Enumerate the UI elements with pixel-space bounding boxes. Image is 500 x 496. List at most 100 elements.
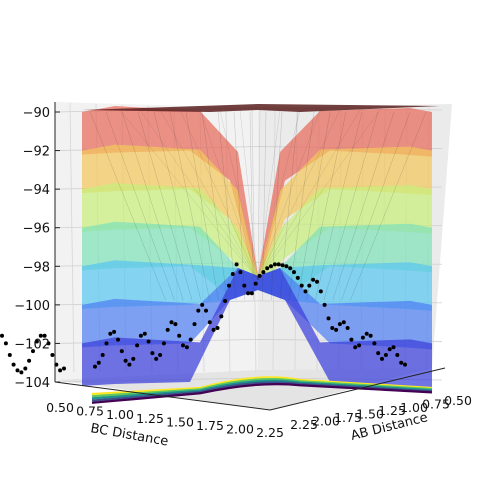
trajectory-point	[200, 302, 205, 307]
trajectory-point	[403, 362, 407, 367]
y-tick-label: 2.25	[256, 425, 284, 440]
trajectory-point	[284, 264, 289, 269]
z-tick-label: −98	[23, 260, 50, 275]
trajectory-point	[246, 291, 251, 296]
surface-mesh-line	[288, 111, 315, 301]
trajectory-point	[104, 341, 109, 346]
y-axis-line	[54, 381, 271, 411]
surface-mesh-line	[350, 111, 427, 301]
trajectory-point	[138, 333, 143, 338]
trajectory-point	[295, 275, 300, 280]
trajectory-point	[150, 351, 155, 356]
trajectory-point	[399, 360, 404, 365]
surface-mesh-line	[119, 109, 259, 281]
trajectory-point	[292, 270, 296, 275]
trajectory-point	[383, 353, 388, 357]
surface-mesh-line	[201, 111, 228, 301]
surface-mesh-line	[199, 109, 259, 281]
trajectory-point	[227, 283, 231, 288]
outside-trace-point	[31, 349, 35, 354]
trajectory-point	[395, 353, 400, 357]
outside-trace-point	[62, 366, 66, 371]
contour-line	[91, 382, 433, 404]
trajectory-point	[353, 345, 358, 350]
trajectory-point	[349, 337, 354, 342]
surface-mesh-line	[179, 109, 259, 281]
y-tick-label: 0.50	[46, 400, 74, 415]
surface-mesh-line	[297, 111, 331, 301]
surface-mesh-line	[257, 109, 281, 281]
trajectory-point	[307, 283, 312, 288]
surface-mesh-line	[306, 111, 347, 301]
outside-trace-point	[15, 368, 20, 373]
contour-line	[91, 381, 433, 402]
outside-trace-point	[3, 341, 8, 346]
trajectory-point	[238, 270, 243, 275]
trajectory-point	[219, 314, 224, 319]
trajectory-point	[288, 266, 293, 271]
trajectory-point	[211, 327, 216, 332]
grid-line	[251, 109, 257, 373]
surface-band	[82, 183, 432, 290]
trajectory-points	[0, 262, 407, 375]
surface-mesh-line	[239, 109, 259, 281]
trajectory-point	[337, 322, 342, 327]
trajectory-point	[154, 356, 159, 361]
trajectory-point	[177, 333, 182, 338]
trajectory-point	[234, 262, 239, 267]
outside-trace-point	[7, 353, 12, 357]
surface-mesh-line	[217, 111, 237, 301]
surface-mesh-line	[121, 111, 184, 301]
surface-mesh-line	[257, 109, 261, 281]
trajectory-point	[368, 333, 373, 338]
trajectory-point	[322, 302, 327, 307]
trajectory-point	[341, 320, 346, 325]
surface-band	[82, 221, 432, 297]
surface-mesh-line	[323, 111, 379, 301]
trajectory-point	[108, 331, 113, 336]
trajectory-point	[165, 327, 170, 332]
surface-mesh-line	[137, 111, 193, 301]
trajectory-point	[196, 308, 201, 313]
trajectory-point	[127, 362, 132, 367]
z-tick-label: −94	[23, 183, 50, 198]
outside-trace-point	[34, 339, 39, 344]
z-tick-label: −100	[14, 299, 50, 314]
surface-mesh-line	[159, 109, 259, 281]
trajectory-point	[376, 351, 381, 356]
trajectory-point	[334, 327, 339, 332]
trajectory-point	[380, 356, 384, 361]
surface-mesh-line	[219, 109, 259, 281]
trajectory-point	[372, 341, 377, 346]
outside-trace-point	[19, 370, 24, 375]
trajectory-point	[253, 281, 258, 286]
x-tick-label: 2.25	[290, 417, 318, 432]
x-tick-label: 1.25	[378, 403, 406, 418]
outside-trace-point	[11, 362, 16, 367]
outside-trace-point	[58, 368, 63, 373]
x-tick-label: 1.50	[356, 407, 384, 422]
floor-contours	[91, 376, 433, 404]
z-tick-label: −102	[14, 337, 50, 352]
surface-band	[82, 144, 432, 290]
surface-mesh-line	[249, 111, 254, 301]
trajectory-point	[230, 272, 235, 276]
surface-mesh-line	[341, 111, 411, 301]
trajectory-point	[169, 320, 174, 325]
x-tick-label: 1.75	[334, 410, 362, 425]
trajectory-point	[261, 270, 266, 275]
trajectory-point	[330, 326, 335, 330]
trajectory-point	[119, 349, 124, 354]
trajectory-point	[207, 320, 212, 325]
surface-mesh-line	[332, 111, 395, 301]
surface-mesh-line	[270, 111, 283, 301]
trajectory-point	[311, 277, 316, 282]
surface-mesh-line	[314, 111, 363, 301]
trajectory-point	[131, 356, 136, 361]
x-tick-labels: 0.500.751.001.251.501.752.002.25	[290, 393, 472, 432]
trajectory-point	[249, 291, 254, 296]
trajectory-point	[96, 360, 101, 365]
axis-lines	[54, 102, 446, 411]
trajectory-point	[257, 273, 262, 278]
surface-mesh-line	[257, 109, 321, 281]
